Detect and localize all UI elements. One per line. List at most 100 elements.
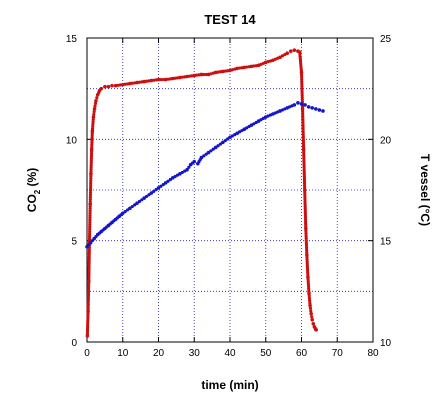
data-point-interp <box>87 236 92 240</box>
data-point-interp <box>300 91 304 95</box>
x-tick-label: 0 <box>84 348 90 359</box>
data-point <box>310 106 315 110</box>
data-point-interp <box>87 277 91 281</box>
data-point-interp <box>301 129 305 134</box>
data-point-interp <box>154 188 158 192</box>
data-point-interp <box>86 288 91 293</box>
data-point-interp <box>88 232 92 236</box>
data-point-interp <box>180 75 184 79</box>
data-point <box>308 303 312 308</box>
data-point <box>92 107 97 111</box>
data-point-interp <box>300 77 304 81</box>
data-point-interp <box>116 83 120 87</box>
data-point-interp <box>90 136 94 140</box>
data-point <box>303 226 308 231</box>
data-point-interp <box>306 282 310 286</box>
data-point-interp <box>301 138 306 143</box>
data-point-interp <box>304 236 308 240</box>
data-point <box>299 102 304 106</box>
data-point-interp <box>92 110 96 114</box>
data-point-interp <box>88 200 92 204</box>
data-point <box>296 101 300 105</box>
t-vessel-series <box>85 101 325 249</box>
data-point-interp <box>304 220 308 224</box>
data-point-interp <box>252 122 256 126</box>
data-point-interp <box>91 122 95 126</box>
data-point <box>110 83 114 88</box>
data-point-interp <box>304 222 308 226</box>
data-point-interp <box>88 193 93 197</box>
data-point <box>221 140 225 145</box>
data-point-interp <box>87 284 91 288</box>
axis-ticks: 0 10 20 30 40 50 60 70 80 0 5 10 15 10 15 20 25 <box>66 34 392 359</box>
data-point <box>314 107 318 111</box>
data-point <box>192 159 197 164</box>
data-point-interp <box>86 300 90 304</box>
data-point-interp <box>306 284 311 289</box>
data-point <box>106 84 111 89</box>
x-tick-label: 80 <box>367 348 379 359</box>
chart-title: TEST 14 <box>204 12 256 27</box>
data-point-interp <box>88 197 92 202</box>
data-point-interp <box>87 248 91 252</box>
data-point <box>311 321 316 326</box>
data-point-interp <box>159 77 163 82</box>
data-point <box>299 70 304 75</box>
data-point-interp <box>88 195 92 199</box>
data-point-interp <box>211 147 215 151</box>
data-point-interp <box>87 275 91 279</box>
data-point-interp <box>88 211 92 215</box>
data-point-interp <box>302 168 306 172</box>
data-point-interp <box>144 194 149 199</box>
data-point <box>86 279 91 284</box>
data-point <box>285 51 290 55</box>
data-point-interp <box>303 208 307 212</box>
data-point-interp <box>303 215 308 219</box>
data-point-interp <box>303 192 307 197</box>
x-axis-label: time (min) <box>201 378 258 392</box>
y-axis-left-label-subscript: 2 <box>33 189 42 194</box>
data-point-interp <box>95 96 99 100</box>
y-right-tick-label: 15 <box>380 237 392 248</box>
data-point-interp <box>302 165 306 170</box>
y-right-tick-label: 25 <box>380 34 392 45</box>
data-point-interp <box>88 218 92 222</box>
data-point-interp <box>301 114 305 118</box>
data-point-interp <box>87 270 91 274</box>
data-point-interp <box>245 65 249 69</box>
data-point-interp <box>303 204 307 208</box>
data-point-interp <box>90 127 95 131</box>
data-point-interp <box>137 199 142 204</box>
data-point <box>99 86 104 91</box>
data-point-interp <box>125 208 130 212</box>
data-point-interp <box>307 294 311 298</box>
data-point-interp <box>87 272 91 277</box>
data-point-interp <box>216 144 220 148</box>
data-point <box>314 328 318 332</box>
x-tick-label: 50 <box>260 348 272 359</box>
data-point-interp <box>303 195 307 199</box>
data-point-interp <box>300 79 304 84</box>
data-point-interp <box>187 165 191 169</box>
y-right-tick-label: 10 <box>380 338 392 349</box>
data-point-interp <box>301 134 305 138</box>
data-point <box>213 145 218 150</box>
data-point-interp <box>137 80 142 84</box>
data-point-interp <box>90 145 94 149</box>
data-point-interp <box>86 291 91 295</box>
data-point-interp <box>306 280 310 284</box>
data-point-interp <box>166 77 170 81</box>
data-point-interp <box>87 250 91 254</box>
data-point-interp <box>223 69 227 73</box>
data-point-interp <box>88 207 92 211</box>
data-point <box>88 202 93 206</box>
x-tick-label: 30 <box>189 348 201 359</box>
data-point-interp <box>93 101 98 106</box>
data-point-interp <box>301 127 305 131</box>
data-point-interp <box>87 254 91 259</box>
data-point-interp <box>147 193 151 197</box>
x-tick-label: 20 <box>153 348 165 359</box>
data-point-interp <box>302 183 307 188</box>
